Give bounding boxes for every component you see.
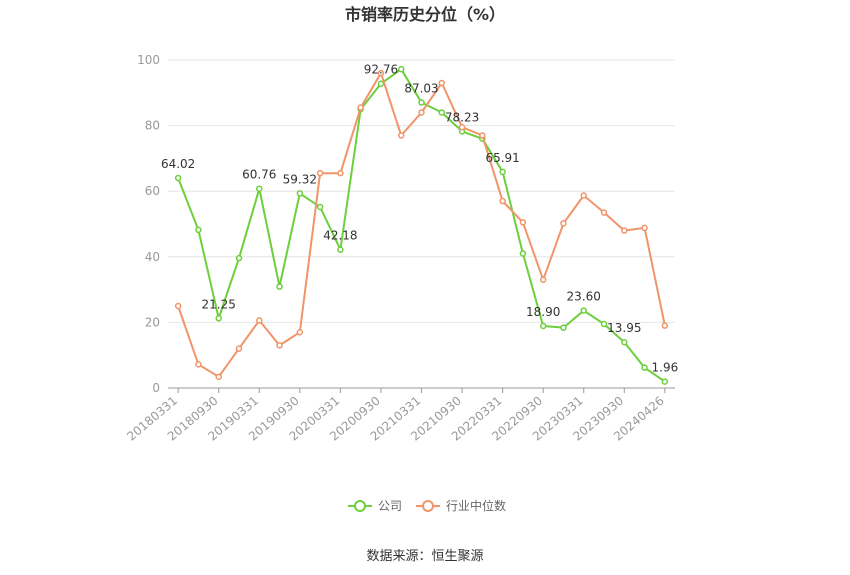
data-point (397, 65, 405, 73)
y-tick-label: 60 (145, 184, 160, 198)
series-line-0 (177, 68, 666, 383)
data-point (337, 169, 344, 177)
data-point (519, 219, 527, 226)
legend-marker (422, 500, 434, 512)
data-label: 59.32 (283, 172, 317, 186)
data-label: 23.60 (567, 290, 601, 304)
data-point (580, 307, 587, 314)
data-point (560, 324, 567, 331)
data-point (661, 378, 669, 385)
data-point (316, 203, 324, 211)
data-label: 65.91 (485, 151, 519, 165)
data-point (479, 132, 486, 139)
y-tick-label: 80 (145, 119, 160, 133)
data-point (235, 254, 243, 262)
data-point (621, 338, 628, 346)
data-point (539, 322, 547, 330)
data-point (256, 185, 263, 192)
data-point (215, 373, 222, 381)
data-point (397, 132, 405, 139)
data-point (499, 168, 506, 176)
data-point (357, 104, 364, 111)
chart-title: 市销率历史分位（%） (345, 5, 505, 24)
data-point (337, 246, 344, 253)
data-point (539, 276, 547, 284)
data-point (458, 123, 466, 131)
data-point (316, 169, 324, 177)
data-point (641, 364, 648, 371)
data-point (641, 224, 648, 232)
data-point (276, 283, 283, 290)
data-label: 60.76 (242, 168, 276, 182)
data-point (235, 345, 243, 352)
data-label: 78.23 (445, 110, 479, 124)
data-point (438, 109, 446, 116)
data-point (256, 317, 263, 324)
series-line-1 (177, 72, 666, 378)
y-tick-label: 20 (145, 315, 160, 329)
series-lines (174, 65, 669, 385)
legend-label: 公司 (378, 499, 402, 513)
data-point (174, 302, 182, 310)
data-point (215, 315, 222, 322)
data-source-note: 数据来源：恒生聚源 (366, 549, 483, 564)
data-point (580, 192, 587, 199)
data-point (418, 99, 425, 106)
data-label: 21.25 (202, 297, 236, 311)
data-point (195, 226, 202, 234)
data-point (296, 190, 304, 197)
data-point (377, 69, 385, 77)
data-point (600, 320, 608, 328)
data-labels: 64.02 21.25 60.76 59.32 42.18 92.76 87.03 78.23… (161, 63, 678, 375)
data-point (621, 227, 628, 234)
grid-lines (168, 59, 675, 323)
data-point (195, 361, 202, 368)
data-label: 64.02 (161, 157, 195, 171)
y-tick-label: 40 (145, 250, 160, 264)
axes: 0204060801002018033120180930201903312019… (124, 53, 675, 444)
data-point (499, 197, 506, 205)
data-point (174, 174, 182, 182)
data-label: 42.18 (323, 229, 357, 243)
data-point (296, 328, 304, 336)
data-label: 92.76 (364, 63, 398, 77)
y-tick-label: 100 (137, 53, 160, 67)
y-tick-label: 0 (152, 381, 160, 395)
data-label: 1.96 (652, 361, 679, 375)
data-label: 18.90 (526, 305, 560, 319)
data-label: 87.03 (404, 82, 438, 96)
data-point (560, 220, 567, 227)
data-point (276, 342, 283, 349)
data-point (438, 79, 446, 87)
legend-marker (354, 500, 366, 512)
data-point (519, 250, 527, 257)
legend[interactable]: 公司 行业中位数 (348, 498, 506, 513)
legend-label: 行业中位数 (446, 498, 506, 513)
data-point (661, 322, 669, 329)
data-point (418, 109, 425, 116)
data-label: 13.95 (607, 321, 641, 335)
data-point (377, 80, 385, 87)
data-point (600, 209, 608, 216)
